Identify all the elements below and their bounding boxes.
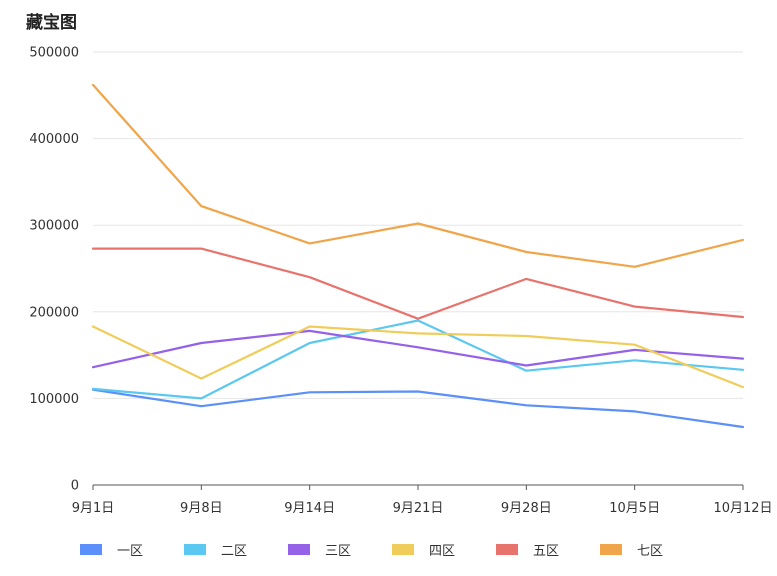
legend-swatch[interactable] [496,544,518,555]
y-tick-label: 200000 [29,305,79,320]
y-tick-label: 300000 [29,219,79,234]
series-line-七区 [91,83,745,268]
x-tick-label: 10月5日 [609,501,660,516]
legend-swatch[interactable] [288,544,310,555]
legend-label[interactable]: 五区 [533,544,559,559]
y-tick-label: 400000 [29,132,79,147]
legend-swatch[interactable] [600,544,622,555]
legend-label[interactable]: 一区 [117,544,143,559]
chart-title: 藏宝图 [26,13,77,33]
y-tick-label: 500000 [29,46,79,61]
series-line-一区 [91,388,745,429]
series-line-三区 [91,329,745,369]
x-tick-label: 9月14日 [284,501,335,516]
x-tick-label: 9月21日 [393,501,444,516]
x-tick-label: 9月1日 [72,501,115,516]
y-tick-label: 100000 [29,392,79,407]
series-line-四区 [91,325,745,389]
x-tick-label: 10月12日 [713,501,772,516]
series-line-二区 [91,319,745,400]
x-tick-label: 9月28日 [501,501,552,516]
y-tick-label: 0 [71,479,79,494]
legend-swatch[interactable] [184,544,206,555]
legend-label[interactable]: 二区 [221,544,247,559]
legend-label[interactable]: 四区 [429,544,455,559]
x-tick-label: 9月8日 [180,501,223,516]
legend-swatch[interactable] [392,544,414,555]
legend-swatch[interactable] [80,544,102,555]
legend-label[interactable]: 三区 [325,544,351,559]
series-line-五区 [91,247,745,320]
legend-label[interactable]: 七区 [637,544,663,559]
